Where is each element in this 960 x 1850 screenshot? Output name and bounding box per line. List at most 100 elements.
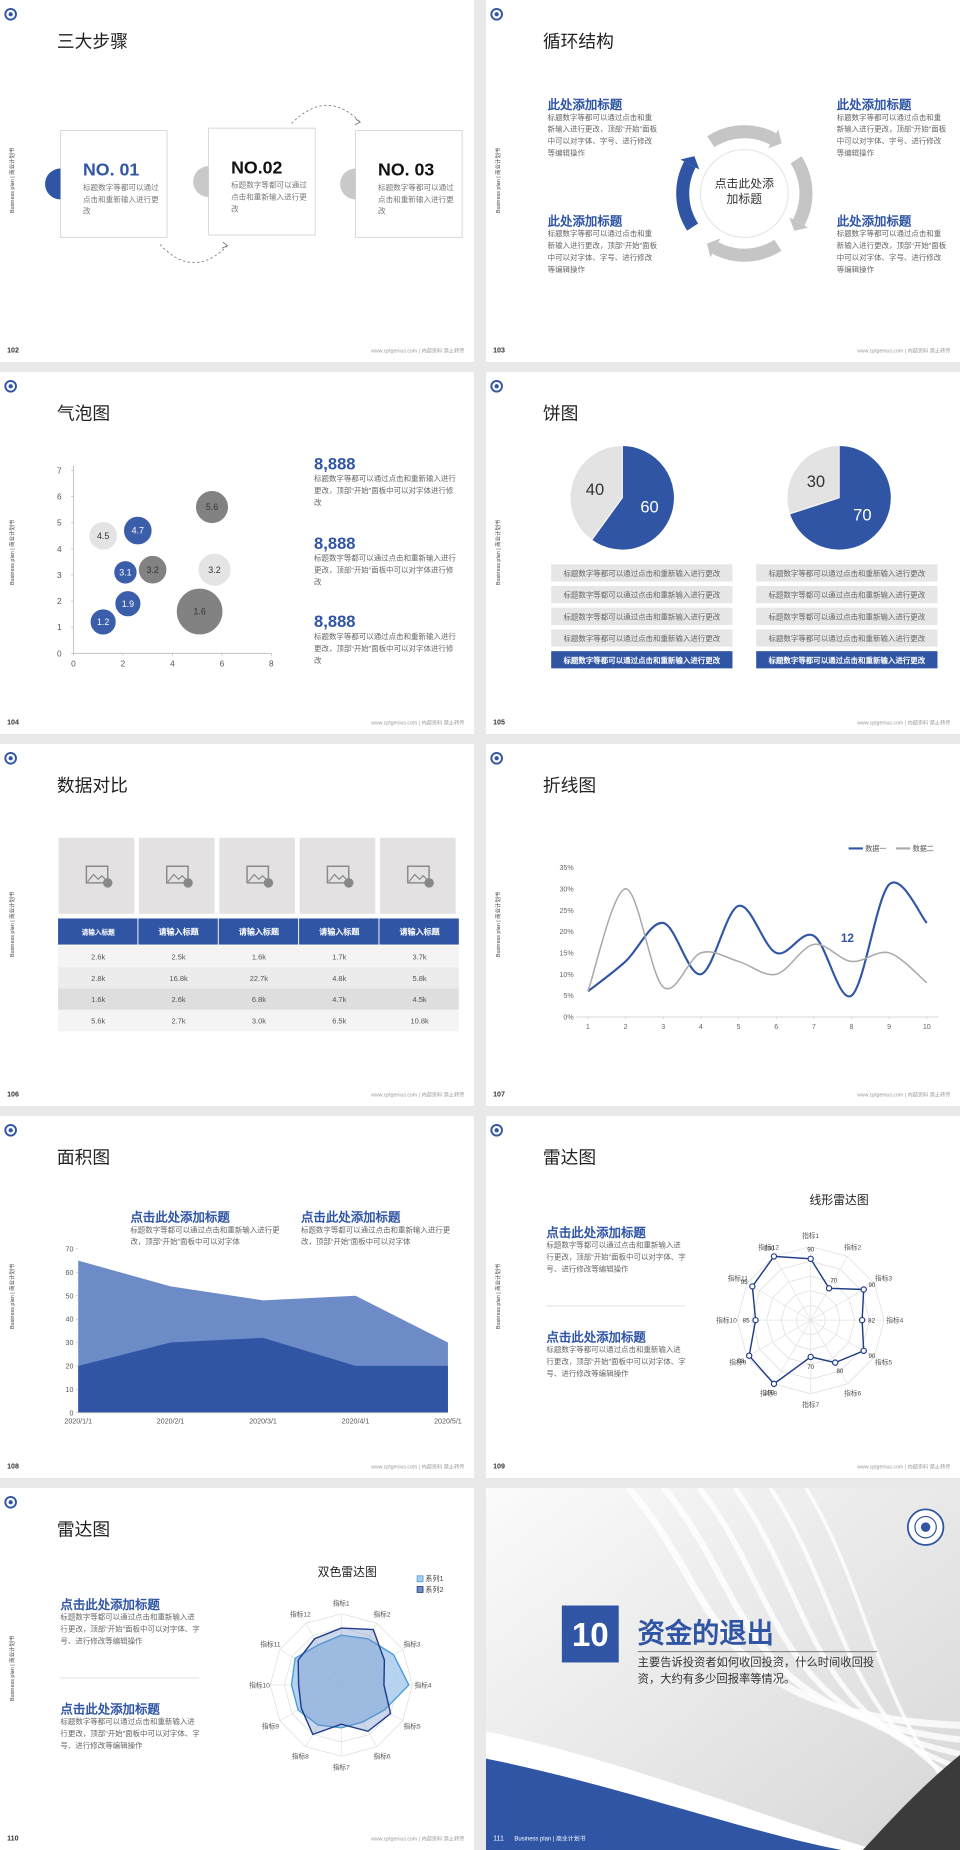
block-text: 标题数字等都可以通过点击和重新输入进行更改，顶部“开始”面板中可以对字体、字号、… (60, 1718, 200, 1751)
area-series (78, 1337, 448, 1413)
radar-series (290, 1634, 410, 1729)
x-tick-label: 4 (170, 658, 175, 668)
block-heading: 点击此处添加标题 (546, 1225, 646, 1240)
list-text: 标题数字等都可以通过点击和重新输入进行更改 (768, 568, 925, 578)
list-text: 标题数字等都可以通过点击和重新输入进行更改 (563, 611, 720, 621)
cycle-core (699, 148, 789, 238)
block-heading: 点击此处添加标题 (301, 1210, 401, 1225)
side-label: Business plan | 商业计划书 (8, 519, 16, 585)
item-text: 标题数字等都可以通过点击和重新输入进行更改，顶部“开始”面板中可以对字体、字号、… (547, 230, 658, 275)
bg-curve (768, 1488, 960, 1785)
y-tick-label: 10 (66, 1386, 74, 1394)
image-placeholder (219, 837, 295, 914)
x-tick-label: 10 (923, 1023, 931, 1031)
image-icon-plus (344, 878, 354, 888)
x-tick-label: 7 (812, 1023, 816, 1031)
logo-inner (914, 1515, 937, 1539)
chart-title: 线形雷达图 (810, 1193, 869, 1207)
x-tick-label: 1 (586, 1023, 590, 1031)
footer: www.cptgenius.com | 内部资料 禁止转传 (857, 1463, 950, 1471)
step-tab (340, 168, 356, 200)
y-tick-label: 0 (70, 1409, 74, 1417)
radar-marker (831, 1359, 839, 1366)
value-label: 90 (868, 1353, 875, 1360)
table-cell: 1.6k (91, 995, 105, 1004)
slide: Business plan | 商业计划书 102 www.cptgenius.co… (0, 0, 474, 362)
step-text-box: 标题数字等都可以通过点击和重新输入进行更改 (82, 183, 159, 216)
pie-label: 40 (586, 480, 604, 499)
bubble (175, 587, 224, 636)
block-text: 标题数字等都可以通过点击和重新输入进行更改，顶部“开始”面板中可以对字体 (300, 1226, 451, 1247)
bubble-label: 4.5 (97, 531, 109, 541)
stat-text-box: 标题数字等都可以通过点击和重新输入进行更改，顶部“开始”面板中可以对字体进行修改 (314, 475, 456, 507)
radar-marker (860, 1347, 867, 1355)
radar-marker (770, 1253, 778, 1260)
y-tick-label: 20 (66, 1363, 74, 1371)
section-text-box: 主要告诉投资者如何收回投资，什么时间收回投资，大约有多少回报率等情况。 (638, 1657, 874, 1687)
pie-label: 60 (640, 498, 658, 517)
table-cell: 5.8k (413, 974, 427, 983)
page-number: 105 (493, 719, 505, 727)
slide-bg (486, 1116, 960, 1478)
logo-dot (8, 1500, 13, 1505)
step-tab (45, 168, 61, 200)
value-label: 98 (738, 1358, 745, 1365)
page-number: 106 (7, 1091, 19, 1099)
logo-dot (8, 12, 13, 17)
x-tick-label: 0 (71, 658, 76, 668)
block-text-box: 标题数字等都可以通过点击和重新输入进行更改，顶部“开始”面板中可以对字体、字号、… (546, 1346, 685, 1378)
page-number: 104 (7, 719, 19, 727)
step-tab (193, 166, 209, 198)
legend-swatch (416, 1575, 424, 1583)
table-cell: 2.6k (91, 952, 105, 961)
side-label: Business plan | 商业计划书 (8, 1635, 16, 1701)
x-tick-label: 9 (887, 1023, 891, 1031)
slide: Business plan | 商业计划书 109 www.cptgenius.co… (486, 1116, 960, 1478)
radar-marker (749, 1283, 756, 1290)
table-cell: 4.5k (413, 995, 427, 1004)
page-number: 111 (493, 1835, 504, 1843)
step-label: NO. 01 (83, 160, 139, 180)
page-number: 107 (493, 1091, 505, 1099)
slide-title: 数据对比 (57, 775, 128, 795)
table-cell: 2.5k (172, 952, 186, 961)
item-text-box: 标题数字等都可以通过点击和重新输入进行更改，顶部“开始”面板中可以对字体、字号、… (548, 114, 657, 158)
y-tick-label: 20% (559, 928, 574, 936)
y-tick-label: 2 (57, 596, 62, 606)
list-row-highlight (551, 651, 733, 669)
x-tick-label: 2 (624, 1023, 628, 1031)
step-connector (291, 104, 361, 124)
slide-title: 面积图 (57, 1147, 110, 1167)
step-card (59, 130, 168, 238)
bubble-label: 1.9 (122, 599, 134, 609)
axis-label: 指标9 (729, 1358, 746, 1367)
x-tick-label: 3 (661, 1023, 665, 1031)
step-connector (159, 244, 228, 264)
radar-marker (745, 1352, 753, 1359)
section-number-box (561, 1605, 619, 1663)
connector-head (222, 241, 229, 249)
image-icon (85, 865, 109, 884)
item-text-box: 标题数字等都可以通过点击和重新输入进行更改，顶部“开始”面板中可以对字体、字号、… (547, 230, 658, 275)
stat-text-box: 标题数字等都可以通过点击和重新输入进行更改，顶部“开始”面板中可以对字体进行修改 (314, 555, 456, 587)
block-text: 标题数字等都可以通过点击和重新输入进行更改，顶部“开始”面板中可以对字体 (130, 1226, 280, 1247)
y-tick-label: 10% (559, 971, 574, 979)
bubble (89, 608, 117, 636)
axis-label: 指标12 (290, 1609, 311, 1618)
value-label: 82 (868, 1318, 875, 1325)
table-cell: 3.0k (252, 1017, 266, 1026)
item-heading: 此处添加标题 (548, 213, 623, 228)
step-text: 标题数字等都可以通过点击和重新输入进行更改 (82, 183, 159, 216)
connector-head (354, 118, 362, 126)
bubble-label: 1.2 (97, 617, 109, 627)
y-tick-label: 30% (559, 885, 574, 893)
axis-label: 指标8 (292, 1751, 309, 1760)
y-tick-label: 3 (57, 570, 62, 580)
legend-label: 数据二 (913, 844, 934, 853)
value-label: 100 (764, 1389, 775, 1396)
chart-title: 双色雷达图 (318, 1565, 377, 1579)
step-text: 标题数字等都可以通过点击和重新输入进行更改 (378, 183, 454, 216)
bubble (114, 590, 142, 618)
table-cell: 1.6k (252, 952, 266, 961)
